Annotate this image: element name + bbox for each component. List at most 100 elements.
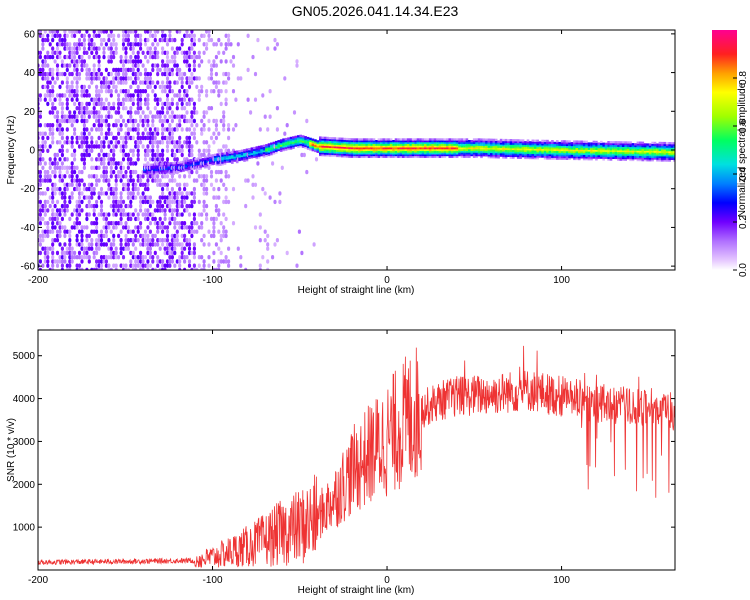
spectrogram-cell: [102, 144, 106, 149]
spectrogram-cell: [472, 155, 476, 158]
spectrogram-cell: [504, 154, 508, 157]
spectrogram-cell: [114, 186, 118, 192]
spectrogram-cell: [336, 142, 339, 145]
spectrogram-cell: [41, 135, 45, 141]
spectrogram-cell: [75, 140, 79, 145]
spectrogram-cell: [358, 153, 361, 157]
spectrogram-cell: [521, 151, 525, 154]
spectrogram-cell: [95, 157, 99, 162]
spectrogram-cell: [202, 263, 206, 268]
spectrogram-cell: [421, 138, 425, 141]
spectrogram-cell: [85, 267, 89, 270]
spectrogram-cell: [653, 154, 657, 157]
spectrogram-cell: [178, 203, 182, 209]
spectrogram-cell: [136, 135, 140, 141]
spectrogram-cell: [153, 54, 157, 60]
spectrogram-cell: [87, 67, 91, 73]
spectrogram-cell: [460, 153, 464, 157]
spectrogram-cell: [507, 146, 510, 149]
spectrogram-cell: [297, 138, 300, 141]
spectrogram-cell: [600, 156, 603, 159]
spectrogram-cell: [355, 153, 359, 157]
spectrogram-cell: [224, 174, 228, 179]
spectrogram-cell: [658, 157, 662, 160]
spectrogram-cell: [612, 146, 615, 149]
spectrogram-cell: [275, 140, 278, 144]
spectrogram-cell: [321, 143, 324, 146]
spectrogram-cell: [70, 225, 74, 230]
spectrogram-cell: [341, 148, 344, 151]
spectrogram-cell: [450, 155, 454, 158]
spectrogram-cell: [82, 89, 86, 94]
spectrogram-cell: [196, 162, 200, 165]
spectrogram-cell: [261, 93, 265, 98]
spectrogram-cell: [139, 118, 143, 124]
spectrogram-cell: [636, 158, 640, 162]
spectrogram-cell: [509, 140, 513, 144]
spectrogram-cell: [260, 150, 263, 153]
spectrogram-cell: [107, 144, 111, 149]
spectrogram-cell: [156, 148, 160, 153]
spectrogram-cell: [156, 67, 160, 73]
spectrogram-cell: [63, 42, 67, 47]
spectrogram-cell: [148, 250, 152, 256]
spectrogram-cell: [323, 148, 327, 152]
spectrogram-cell: [631, 153, 635, 156]
spectrogram-cell: [192, 242, 196, 247]
spectrogram-cell: [99, 37, 104, 43]
spectrogram-cell: [223, 157, 227, 160]
spectrogram-cell: [653, 148, 657, 151]
spectrogram-cell: [258, 263, 262, 268]
spectrogram-cell: [85, 246, 89, 251]
spectrogram-cell: [311, 140, 315, 143]
spectrogram-cell: [146, 186, 150, 192]
spectrogram-cell: [455, 147, 459, 150]
spectrogram-cell: [129, 114, 133, 119]
spectrogram-cell: [492, 149, 496, 152]
spectrogram-cell: [353, 148, 356, 151]
spectrogram-cell: [279, 142, 283, 145]
spectrogram-cell: [587, 147, 591, 150]
spectrogram-cell: [446, 141, 449, 144]
spectrogram-cell: [350, 153, 354, 157]
spectrogram-cell: [382, 140, 386, 143]
spectrogram-cell: [328, 145, 332, 148]
spectrogram-cell: [55, 46, 60, 51]
spectrogram-cell: [178, 199, 182, 205]
spectrogram-cell: [216, 163, 219, 167]
spectrogram-cell: [104, 30, 108, 34]
spectrogram-cell: [173, 152, 177, 158]
spectrogram-cell: [170, 114, 174, 119]
spectrogram-cell: [151, 259, 155, 264]
spectrogram-cell: [468, 145, 471, 148]
spectrogram-cell: [328, 143, 332, 147]
spectrogram-cell: [348, 150, 351, 153]
spectrogram-cell: [75, 67, 79, 73]
spectrogram-cell: [587, 144, 591, 147]
spectrogram-cell: [190, 152, 194, 158]
spectrogram-cell: [148, 76, 152, 81]
spectrogram-cell: [99, 212, 104, 217]
spectrogram-cell: [163, 101, 167, 107]
spectrogram-cell: [597, 154, 601, 157]
spectrogram-cell: [263, 238, 267, 243]
spectrogram-cell: [192, 255, 196, 260]
spectrogram-cell: [538, 151, 542, 155]
spectrogram-cell: [102, 165, 106, 170]
spectrogram-cell: [477, 140, 481, 143]
spectrogram-cell: [119, 246, 123, 251]
spectrogram-cell: [338, 154, 342, 158]
spectrogram-cell: [129, 199, 133, 205]
spectrogram-cell: [348, 139, 351, 143]
spectrogram-cell: [460, 145, 464, 148]
spectrogram-cell: [243, 152, 246, 155]
spectrogram-cell: [612, 156, 615, 159]
spectrogram-cell: [119, 250, 123, 256]
spectrogram-cell: [43, 199, 47, 205]
spectrogram-cell: [68, 30, 72, 34]
spectrogram-cell: [192, 135, 196, 141]
spectrogram-cell: [165, 164, 168, 167]
spectrogram-cell: [382, 153, 386, 157]
spectrogram-cell: [629, 143, 632, 146]
spectrogram-cell: [648, 145, 652, 148]
